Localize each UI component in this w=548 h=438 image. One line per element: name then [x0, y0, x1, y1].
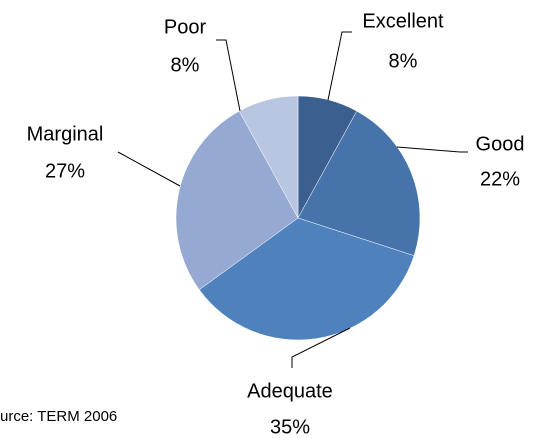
- slice-value-label: 27%: [45, 160, 85, 182]
- pie-slice: [175, 110, 299, 291]
- leader-line: [396, 146, 468, 153]
- slice-value-label: 35%: [270, 416, 310, 438]
- pie-slice: [238, 95, 299, 219]
- pie-slice: [198, 217, 415, 341]
- slice-value-label: 22%: [480, 168, 520, 190]
- pie-slice: [297, 110, 421, 257]
- leader-line: [216, 39, 241, 112]
- slice-label: Adequate: [247, 380, 333, 402]
- slice-label: Excellent: [362, 10, 444, 32]
- leader-line: [117, 151, 181, 187]
- slice-label: Good: [476, 133, 525, 155]
- leader-line: [327, 31, 352, 101]
- leader-line: [291, 327, 351, 368]
- slice-value-label: 8%: [171, 54, 200, 76]
- slice-label: Marginal: [27, 123, 104, 145]
- slice-value-label: 8%: [389, 50, 418, 72]
- slice-label: Poor: [164, 16, 207, 38]
- source-note: urce: TERM 2006: [0, 408, 117, 425]
